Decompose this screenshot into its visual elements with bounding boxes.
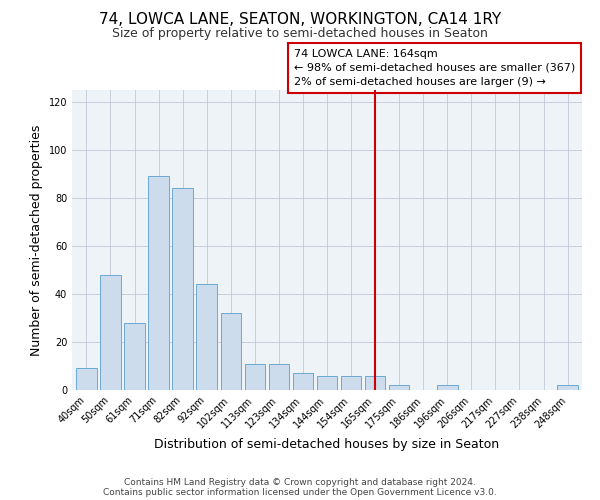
Bar <box>341 376 361 390</box>
Bar <box>365 376 385 390</box>
Bar <box>437 385 458 390</box>
Bar <box>269 364 289 390</box>
Text: Contains HM Land Registry data © Crown copyright and database right 2024.: Contains HM Land Registry data © Crown c… <box>124 478 476 487</box>
Y-axis label: Number of semi-detached properties: Number of semi-detached properties <box>30 124 43 356</box>
Text: 74 LOWCA LANE: 164sqm
← 98% of semi-detached houses are smaller (367)
2% of semi: 74 LOWCA LANE: 164sqm ← 98% of semi-deta… <box>294 49 575 87</box>
Bar <box>389 385 409 390</box>
Bar <box>76 368 97 390</box>
Bar <box>100 275 121 390</box>
Bar <box>196 284 217 390</box>
X-axis label: Distribution of semi-detached houses by size in Seaton: Distribution of semi-detached houses by … <box>154 438 500 451</box>
Bar <box>557 385 578 390</box>
Bar <box>317 376 337 390</box>
Text: Size of property relative to semi-detached houses in Seaton: Size of property relative to semi-detach… <box>112 28 488 40</box>
Bar <box>124 323 145 390</box>
Bar <box>172 188 193 390</box>
Bar <box>293 373 313 390</box>
Text: 74, LOWCA LANE, SEATON, WORKINGTON, CA14 1RY: 74, LOWCA LANE, SEATON, WORKINGTON, CA14… <box>99 12 501 28</box>
Bar <box>221 313 241 390</box>
Bar <box>245 364 265 390</box>
Text: Contains public sector information licensed under the Open Government Licence v3: Contains public sector information licen… <box>103 488 497 497</box>
Bar <box>148 176 169 390</box>
